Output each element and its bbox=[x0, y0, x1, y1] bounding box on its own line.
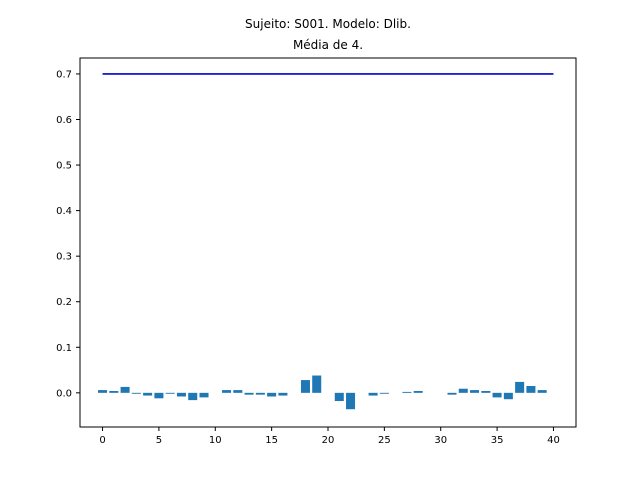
bars bbox=[98, 375, 547, 410]
bar-14 bbox=[255, 392, 265, 395]
x-tick-label-40: 40 bbox=[547, 435, 560, 446]
x-tick-label-25: 25 bbox=[378, 435, 391, 446]
plot-frame bbox=[79, 57, 577, 428]
bar-1 bbox=[109, 391, 119, 393]
bar-3 bbox=[131, 392, 141, 394]
bar-37 bbox=[515, 381, 525, 393]
bar-15 bbox=[267, 392, 277, 397]
bar-27 bbox=[402, 391, 412, 393]
bar-6 bbox=[165, 392, 175, 394]
bar-5 bbox=[154, 392, 164, 399]
bar-0 bbox=[98, 390, 108, 393]
bar-8 bbox=[188, 392, 198, 401]
bar-33 bbox=[470, 390, 480, 393]
bar-32 bbox=[458, 388, 468, 393]
x-tick-label-5: 5 bbox=[156, 435, 162, 446]
bar-9 bbox=[199, 392, 209, 398]
bar-4 bbox=[143, 392, 153, 396]
bar-11 bbox=[222, 390, 232, 393]
y-axis: 0.0 0.1 0.2 0.3 0.4 0.5 0.6 0.7 bbox=[56, 69, 80, 399]
y-tick-label-0.4: 0.4 bbox=[56, 206, 72, 217]
x-axis: 0 5 10 15 20 25 30 35 40 bbox=[99, 427, 560, 446]
bar-28 bbox=[413, 391, 423, 393]
chart-title: Sujeito: S001. Modelo: Dlib. Média de 4. bbox=[245, 17, 411, 52]
x-tick-label-15: 15 bbox=[265, 435, 278, 446]
bar-7 bbox=[176, 392, 186, 397]
chart-title-line-1: Sujeito: S001. Modelo: Dlib. bbox=[245, 17, 411, 31]
bar-24 bbox=[368, 392, 378, 396]
bar-36 bbox=[503, 392, 513, 400]
x-tick-label-0: 0 bbox=[99, 435, 105, 446]
bar-18 bbox=[300, 380, 310, 393]
bar-31 bbox=[447, 392, 457, 395]
x-tick-label-35: 35 bbox=[491, 435, 504, 446]
x-tick-label-30: 30 bbox=[434, 435, 447, 446]
bar-34 bbox=[481, 391, 491, 393]
y-tick-label-0.2: 0.2 bbox=[56, 297, 72, 308]
chart-title-line-2: Média de 4. bbox=[293, 38, 363, 52]
x-tick-label-10: 10 bbox=[209, 435, 222, 446]
bar-21 bbox=[334, 392, 344, 402]
y-tick-label-0.3: 0.3 bbox=[56, 252, 72, 263]
bar-38 bbox=[526, 386, 536, 393]
bar-39 bbox=[537, 390, 547, 393]
y-tick-label-0: 0.0 bbox=[56, 388, 72, 399]
bar-22 bbox=[346, 392, 356, 410]
y-tick-label-0.1: 0.1 bbox=[56, 343, 72, 354]
bar-25 bbox=[379, 392, 389, 394]
x-tick-label-20: 20 bbox=[322, 435, 335, 446]
bar-35 bbox=[492, 392, 502, 398]
y-tick-label-0.6: 0.6 bbox=[56, 115, 72, 126]
y-tick-label-0.7: 0.7 bbox=[56, 69, 72, 80]
bar-12 bbox=[233, 390, 243, 393]
bar-2 bbox=[120, 386, 130, 393]
bar-16 bbox=[278, 392, 288, 396]
bar-19 bbox=[312, 375, 322, 393]
bar-13 bbox=[244, 392, 254, 395]
y-tick-label-0.5: 0.5 bbox=[56, 161, 72, 172]
